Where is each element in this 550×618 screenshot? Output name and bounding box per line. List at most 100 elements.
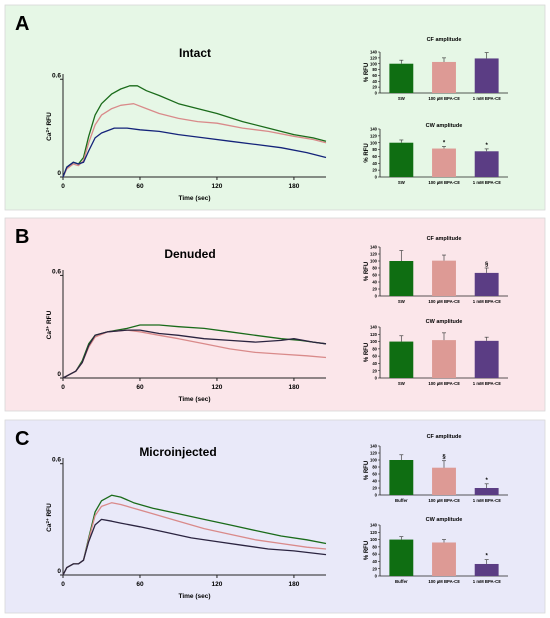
y-label-sup: 2+ xyxy=(45,127,50,133)
bar-y-tick-label: 60 xyxy=(372,273,377,278)
significance-mark: § xyxy=(485,262,489,268)
x-tick-label: 0 xyxy=(61,183,65,190)
bar-2 xyxy=(432,542,456,576)
panel-letter: B xyxy=(15,226,29,248)
bar-2 xyxy=(432,260,456,296)
bar-y-tick-label: 80 xyxy=(372,67,377,72)
trace-chart: Denuded 0 60 120 180 0 0.6 Time (sec) Ca2+ RFU xyxy=(45,247,327,403)
bar-y-tick-label: 140 xyxy=(370,444,378,449)
x-tick-label: 0 xyxy=(61,581,65,588)
bar-y-tick-label: 140 xyxy=(370,127,378,132)
bar-y-tick-label: 60 xyxy=(372,73,377,78)
trace-line-3 xyxy=(62,518,327,576)
panel-background xyxy=(4,4,546,211)
bar-category-label: 100 µM BPA-C8 xyxy=(428,96,460,101)
bar-y-tick-label: 80 xyxy=(372,266,377,271)
bar-category-label: 1 mM BPA-C8 xyxy=(473,180,501,185)
panel-letter: C xyxy=(15,428,29,450)
bar-1 xyxy=(389,341,414,378)
panel-letter: A xyxy=(15,13,29,35)
bar-y-tick-label: 40 xyxy=(372,361,377,366)
x-tick-label: 60 xyxy=(136,384,144,391)
bar-y-tick-label: 120 xyxy=(370,332,378,337)
x-tick-label: 120 xyxy=(212,183,223,190)
bar-3 xyxy=(474,563,499,576)
y-tick-label: 0.6 xyxy=(52,72,61,79)
bar-y-tick-label: 60 xyxy=(372,472,377,477)
bar-y-tick-label: 60 xyxy=(372,154,377,159)
bar-y-tick-label: 140 xyxy=(370,325,378,330)
bar-category-label: 1 mM BPA-C8 xyxy=(473,381,501,386)
bar-chart: CF amplitude 0 20 40 60 80 100 120 140 % RFU Buffe… xyxy=(364,434,508,503)
bar-y-tick-label: 80 xyxy=(372,346,377,351)
bar-category-label: 1 mM BPA-C8 xyxy=(473,96,501,101)
trace-line-3 xyxy=(62,127,327,178)
trace-chart: Intact 0 60 120 180 0 0.6 Time (sec) Ca2+ RFU xyxy=(45,46,327,202)
bar-category-label: 1 mM BPA-C8 xyxy=(473,498,501,503)
y-label-main: Ca xyxy=(46,523,53,532)
bar-y-tick-label: 120 xyxy=(370,252,378,257)
bar-category-label: 100 µM BPA-C8 xyxy=(428,579,460,584)
y-tick-label: 0 xyxy=(57,568,61,575)
bar-y-tick-label: 20 xyxy=(372,85,377,90)
bar-category-label: 1 mM BPA-C8 xyxy=(473,299,501,304)
bar-y-tick-label: 0 xyxy=(375,175,378,180)
bar-y-tick-label: 40 xyxy=(372,280,377,285)
bar-y-axis-label: % RFU xyxy=(364,262,370,281)
bar-y-tick-label: 40 xyxy=(372,161,377,166)
bar-category-label: SW xyxy=(398,96,406,101)
bar-1 xyxy=(389,142,414,177)
y-label-rest: RFU xyxy=(46,310,53,325)
bar-3 xyxy=(474,272,499,296)
bar-y-tick-label: 140 xyxy=(370,523,378,528)
bar-category-label: SW xyxy=(398,381,406,386)
y-tick-label: 0 xyxy=(57,170,61,177)
bar-y-tick-label: 100 xyxy=(370,61,378,66)
bar-y-axis-label: % RFU xyxy=(364,541,370,560)
bar-y-tick-label: 100 xyxy=(370,537,378,542)
bar-y-tick-label: 40 xyxy=(372,479,377,484)
x-axis-label: Time (sec) xyxy=(178,195,210,202)
bar-3 xyxy=(474,340,499,378)
significance-mark: * xyxy=(443,140,446,146)
bar-y-tick-label: 80 xyxy=(372,147,377,152)
bar-y-tick-label: 0 xyxy=(375,294,378,299)
y-label-main: Ca xyxy=(46,132,53,141)
bar-chart-title: CW amplitude xyxy=(426,123,463,129)
panel-a: A Intact 0 60 120 180 0 0.6 Time (sec) Ca2+ RFU CF… xyxy=(4,4,546,211)
bar-y-tick-label: 140 xyxy=(370,50,378,55)
bar-chart: CW amplitude 0 20 40 60 80 100 120 140 % RFU Buffe… xyxy=(364,517,508,584)
x-tick-label: 60 xyxy=(136,183,144,190)
bar-y-tick-label: 80 xyxy=(372,544,377,549)
bar-y-tick-label: 120 xyxy=(370,530,378,535)
trace-line-1 xyxy=(62,85,327,178)
bar-y-axis-label: % RFU xyxy=(364,143,370,162)
bar-1 xyxy=(389,460,414,495)
y-axis-label: Ca2+ RFU xyxy=(45,310,54,339)
bar-y-tick-label: 0 xyxy=(375,493,378,498)
bar-y-tick-label: 0 xyxy=(375,574,378,579)
bar-chart-title: CW amplitude xyxy=(426,319,463,325)
bar-category-label: 100 µM BPA-C8 xyxy=(428,180,460,185)
trace-line-3 xyxy=(62,329,327,379)
x-tick-label: 180 xyxy=(288,183,299,190)
y-tick-label: 0.6 xyxy=(52,268,61,275)
y-axis-label: Ca2+ RFU xyxy=(45,503,54,532)
bar-3 xyxy=(474,488,499,495)
bar-chart-title: CF amplitude xyxy=(427,236,462,242)
significance-mark: § xyxy=(442,455,446,461)
x-tick-label: 120 xyxy=(212,384,223,391)
bar-y-tick-label: 0 xyxy=(375,91,378,96)
y-label-main: Ca xyxy=(46,331,53,340)
bar-y-tick-label: 20 xyxy=(372,368,377,373)
bar-y-tick-label: 140 xyxy=(370,245,378,250)
bar-chart-title: CW amplitude xyxy=(426,517,463,523)
significance-mark: * xyxy=(485,143,488,149)
